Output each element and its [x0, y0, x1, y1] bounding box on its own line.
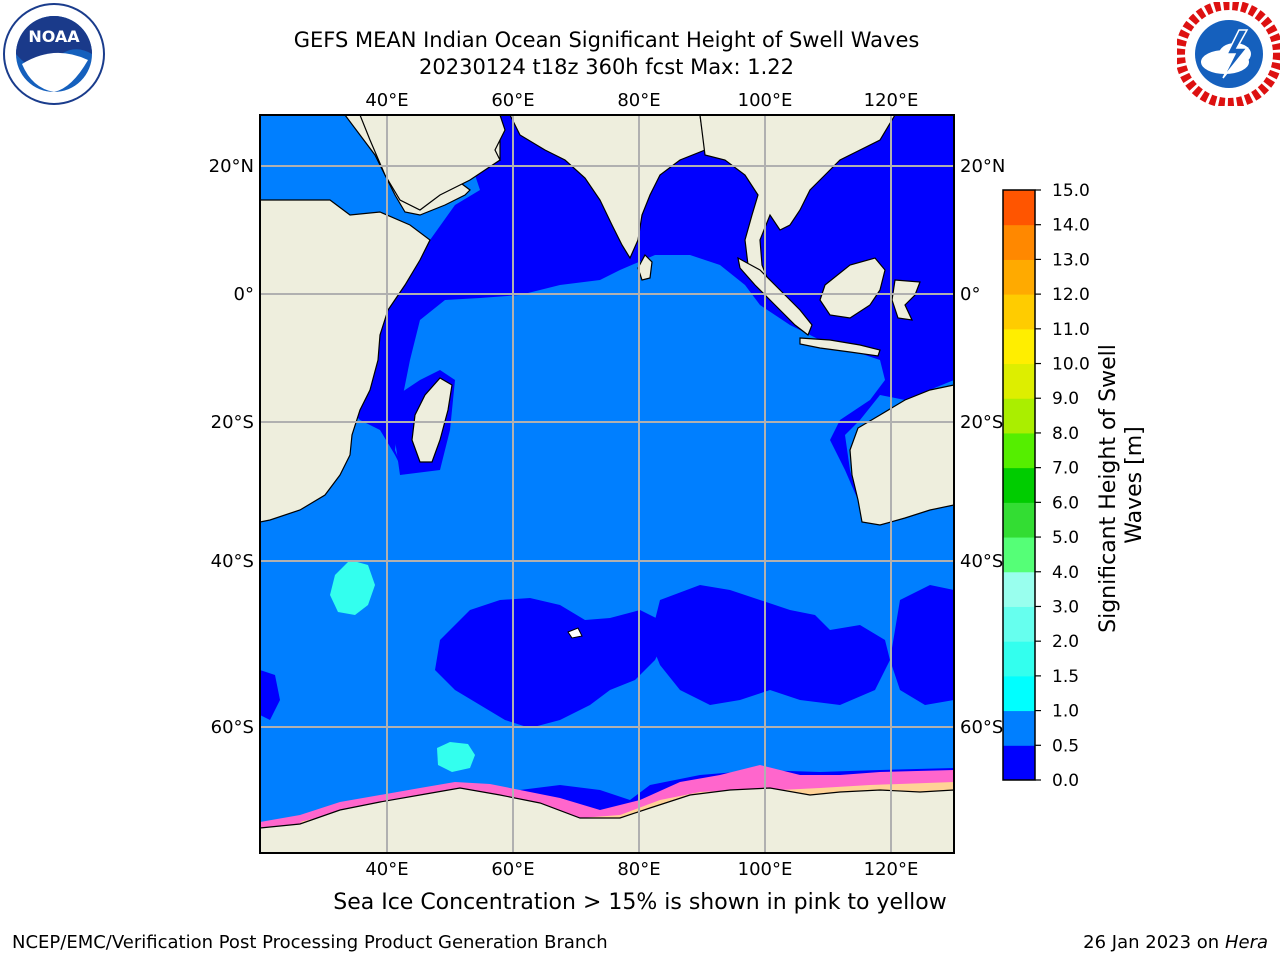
low-swell-south-2: [650, 585, 890, 705]
colorbar-tick-label: 1.5: [1052, 667, 1079, 687]
lon-label-bottom-80e: 80°E: [617, 859, 660, 880]
map-layers: [260, 115, 954, 853]
low-swell-south-1: [435, 598, 665, 728]
colorbar-tick-label: 3.0: [1052, 597, 1079, 617]
colorbar-tick-label: 9.0: [1052, 389, 1079, 409]
colorbar-segment: [1003, 537, 1035, 573]
land-borneo: [819, 257, 886, 319]
lon-label-bottom-120e: 120°E: [864, 859, 919, 880]
chart-title: GEFS MEAN Indian Ocean Significant Heigh…: [293, 28, 920, 52]
colorbar-segment: [1003, 710, 1035, 746]
lon-label-top-100e: 100°E: [738, 90, 793, 111]
land-kerguelen: [567, 627, 583, 639]
colorbar-tick-label: 8.0: [1052, 424, 1079, 444]
colorbar-tick-label: 14.0: [1052, 216, 1090, 236]
colorbar-tick-label: 15.0: [1052, 181, 1090, 201]
chart-subtitle: 20230124 t18z 360h fcst Max: 1.22: [419, 55, 794, 79]
noaa-logo-text: NOAA: [28, 27, 80, 46]
colorbar-tick-label: 13.0: [1052, 250, 1090, 270]
lat-label-left-60s: 60°S: [211, 717, 254, 738]
colorbar-segment: [1003, 502, 1035, 538]
colorbar-title-line1: Significant Height of Swell: [1096, 344, 1121, 633]
nws-logo: [1177, 2, 1280, 106]
colorbar-segment: [1003, 224, 1035, 260]
colorbar-tick-label: 0.5: [1052, 736, 1079, 756]
lat-label-right-20n: 20°N: [960, 156, 1005, 177]
colorbar-title-line2: Waves [m]: [1122, 426, 1147, 543]
lat-label-left-40s: 40°S: [211, 551, 254, 572]
colorbar-tick-label: 10.0: [1052, 355, 1090, 375]
lat-label-right-60s: 60°S: [960, 717, 1003, 738]
colorbar-segment: [1003, 363, 1035, 399]
lat-label-left-20n: 20°N: [209, 156, 254, 177]
credit-branch: NCEP/EMC/Verification Post Processing Pr…: [12, 932, 608, 953]
lat-label-left-20s: 20°S: [211, 412, 254, 433]
lon-label-bottom-100e: 100°E: [738, 859, 793, 880]
credit-date: 26 Jan 2023 on Hera: [1083, 932, 1268, 953]
land-sulawesi: [891, 279, 921, 321]
colorbar-title: Significant Height of Swell Waves [m]: [1096, 337, 1147, 633]
colorbar-segment: [1003, 259, 1035, 295]
sea-ice-band: [260, 765, 954, 832]
colorbar-segment: [1003, 745, 1035, 781]
land-madagascar: [411, 377, 453, 463]
land-java: [799, 337, 881, 357]
land-antarctica: [260, 787, 954, 853]
low-swell-north: [345, 115, 954, 500]
colorbar-segment: [1003, 328, 1035, 365]
colorbar-tick-label: 5.0: [1052, 528, 1079, 548]
credit-host: Hera: [1224, 932, 1268, 953]
land-australia: [849, 384, 954, 526]
colorbar-segment: [1003, 190, 1035, 226]
colorbar-frame: [1002, 189, 1036, 781]
land-india: [509, 115, 706, 260]
swell-cyan-patch-1: [330, 560, 375, 615]
colorbar-tick-label: 7.0: [1052, 459, 1079, 479]
lon-label-top-40e: 40°E: [365, 90, 408, 111]
low-swell-west-edge: [260, 670, 280, 720]
lat-label-left-0: 0°: [234, 284, 254, 305]
noaa-logo: NOAA: [3, 3, 105, 105]
credit-date-text: 26 Jan 2023 on: [1083, 932, 1220, 953]
colorbar: 0.0 0.5 1.0 1.5 2.0 3.0 4.0 5.0 6.0 7.0 8.0 9.0 10.0…: [1002, 181, 1090, 791]
lon-label-top-80e: 80°E: [617, 90, 660, 111]
swell-cyan-patch-2: [437, 742, 475, 772]
colorbar-segment: [1003, 294, 1035, 330]
lon-label-top-120e: 120°E: [864, 90, 919, 111]
lat-label-right-20s: 20°S: [960, 412, 1003, 433]
lat-label-right-0: 0°: [960, 284, 980, 305]
land-arabia: [359, 115, 506, 211]
colorbar-segment: [1003, 641, 1035, 677]
lon-label-top-60e: 60°E: [491, 90, 534, 111]
sea-ice-note: Sea Ice Concentration > 15% is shown in …: [333, 890, 947, 915]
low-swell-south-3: [890, 585, 954, 705]
colorbar-tick-label: 2.0: [1052, 632, 1079, 652]
colorbar-segment: [1003, 398, 1035, 434]
land-sumatra: [737, 256, 813, 336]
colorbar-segment: [1003, 467, 1035, 503]
colorbar-tick-label: 12.0: [1052, 285, 1090, 305]
colorbar-tick-label: 4.0: [1052, 563, 1079, 583]
colorbar-segment: [1003, 675, 1035, 712]
colorbar-tick-label: 1.0: [1052, 702, 1079, 722]
colorbar-tick-label: 0.0: [1052, 771, 1079, 791]
lat-label-right-40s: 40°S: [960, 551, 1003, 572]
colorbar-tick-label: 11.0: [1052, 320, 1090, 340]
map-frame: [259, 114, 955, 854]
lon-label-bottom-40e: 40°E: [365, 859, 408, 880]
lon-label-bottom-60e: 60°E: [491, 859, 534, 880]
colorbar-segment: [1003, 432, 1035, 469]
colorbar-segment: [1003, 571, 1035, 607]
colorbar-tick-label: 6.0: [1052, 493, 1079, 513]
land-se-asia: [699, 115, 896, 297]
colorbar-segment: [1003, 606, 1035, 642]
graticule: [260, 115, 954, 853]
